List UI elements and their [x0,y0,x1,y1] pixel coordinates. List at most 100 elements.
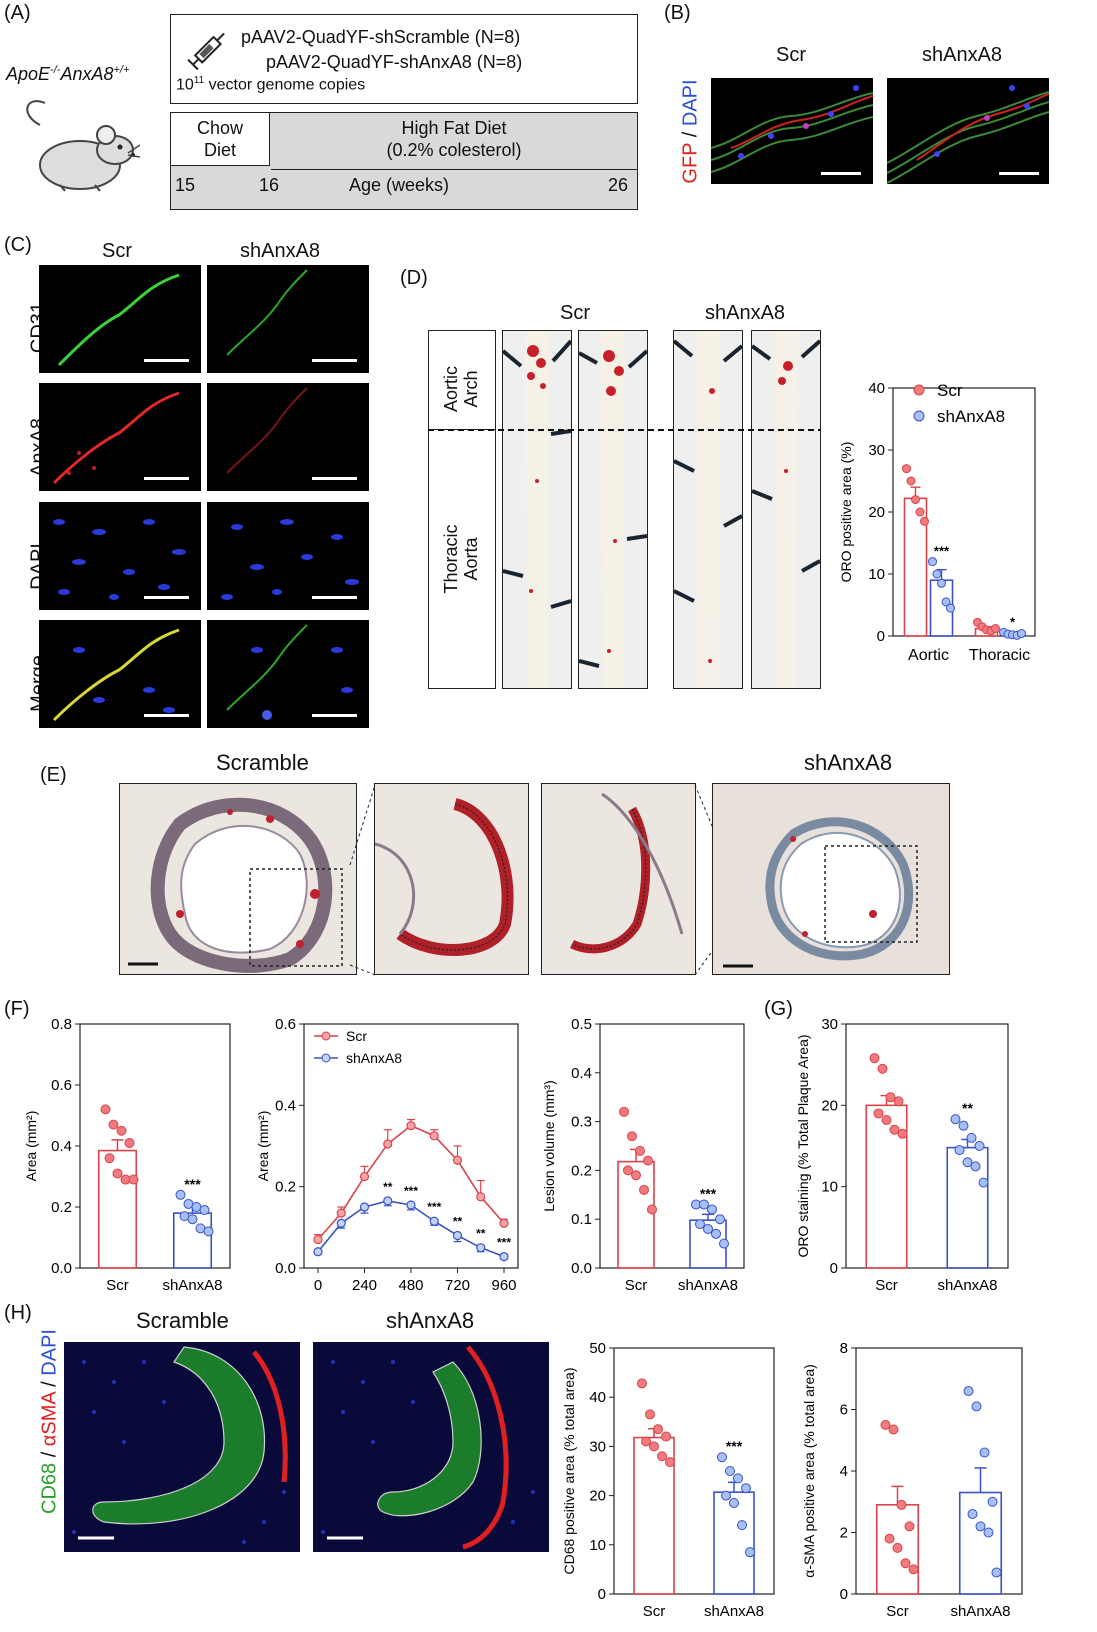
data-point [908,1564,919,1575]
d-aorta-shanxa8-1 [673,330,743,689]
y-tick-label: 40 [589,1389,606,1406]
age-hfd-start: 16 [259,175,280,195]
y-tick-label: 2 [840,1525,848,1542]
legend-label: shAnxA8 [346,1050,402,1066]
data-point [707,1204,717,1215]
data-point [406,1200,416,1210]
scale-bar [312,596,357,599]
data-point [476,1243,486,1253]
x-tick-label: Scr [886,1603,909,1620]
data-point [336,1218,346,1228]
panel-label-d: (D) [400,267,428,289]
e-zoom-lines-1 [349,784,376,976]
y-axis-label: ORO staining (% Total Plaque Area) [795,1034,811,1257]
data-point [983,1527,994,1538]
y-tick-label: 30 [821,1016,838,1033]
y-tick-label: 4 [840,1463,848,1480]
x-tick-label: 240 [352,1277,377,1294]
e-scramble-image [119,783,357,975]
c-cd31-shanxa8-image [207,265,369,373]
h-col-scramble: Scramble [136,1308,229,1333]
h-ylabel: CD68 / αSMA / DAPI [38,1329,61,1514]
bar [958,1491,1003,1595]
data-point [116,1125,127,1136]
panel-label-g: (G) [764,998,793,1020]
data-point [885,1092,896,1103]
data-point [476,1192,486,1202]
y-tick-label: 0.4 [275,1097,296,1114]
y-tick-label: 0 [830,1260,838,1277]
significance-label: *** [184,1176,201,1192]
panel-label-c: (C) [4,234,32,256]
data-point [703,1223,713,1234]
data-point [897,1128,908,1139]
c-dapi-shanxa8-image [207,502,369,610]
y-axis-label: Lesion volume (mm³) [541,1080,557,1211]
c-merge-scr-image [39,620,201,728]
data-point [665,1457,675,1468]
data-point [187,1214,198,1225]
data-point [429,1131,439,1141]
data-point [954,1145,965,1156]
timeline-box: Chow Diet High Fat Diet (0.2% colesterol… [170,112,638,210]
data-point [725,1466,735,1476]
data-point [715,1214,725,1225]
data-point [889,1124,900,1135]
scale-bar [144,477,189,480]
data-point [906,476,916,486]
x-tick-label: Aortic [908,647,949,664]
d-arch-divider-dashed [428,429,820,431]
chart-h-cd68: 0 10 20 30 40 50 CD68 positive area (% total a… [561,1340,775,1620]
data-point [946,603,955,613]
panel-label-h: (H) [4,1302,32,1324]
data-point [313,1234,323,1245]
significance-label: ** [383,1180,393,1194]
y-tick-label: 0.6 [275,1016,296,1033]
data-point [932,569,942,579]
bar [97,1149,138,1269]
significance-label: ** [962,1100,973,1116]
data-point [904,1521,915,1532]
d-region-thoracic: Thoracic Aorta [441,524,481,594]
d-region-arch: Aortic Arch [441,366,481,413]
data-point [941,597,951,607]
x-tick-label: 480 [398,1277,423,1294]
injection-line-shanxa8: pAAV2-QuadYF-shAnxA8 (N=8) [266,52,523,72]
data-point [112,1168,123,1179]
data-point [978,1177,989,1188]
y-tick-label: 0.2 [275,1179,296,1196]
data-point [884,1533,895,1544]
data-point [877,1063,888,1074]
significance-label: * [1010,614,1016,629]
scale-bar [312,359,357,362]
data-point [639,1184,649,1195]
data-point [873,1108,884,1119]
data-point [920,516,929,526]
x-tick-label: 720 [445,1277,470,1294]
d-col-scr: Scr [560,302,590,324]
data-point [717,1452,727,1463]
data-point [721,1490,731,1501]
data-point [383,1196,393,1206]
plot-frame [303,1023,519,1269]
data-point [637,1378,647,1389]
legend-marker [321,1031,331,1041]
significance-label: *** [427,1200,441,1214]
b-scale-bar-1 [821,172,861,175]
data-point [915,507,925,517]
data-point [100,1104,111,1115]
y-tick-label: 30 [868,442,885,459]
legend-label: shAnxA8 [937,407,1005,426]
data-point [619,1106,629,1117]
c-dapi-scr-image [39,502,201,610]
data-point [653,1424,663,1435]
x-tick-label: shAnxA8 [704,1603,764,1620]
y-tick-label: 0.4 [571,1065,592,1082]
panel-label-a: (A) [4,2,31,24]
d-col-shanxa8: shAnxA8 [705,302,786,324]
data-point [900,1558,911,1569]
x-tick-label: 960 [491,1277,516,1294]
data-point [745,1547,755,1558]
x-tick-label: 0 [314,1277,322,1294]
data-point [695,1219,705,1230]
